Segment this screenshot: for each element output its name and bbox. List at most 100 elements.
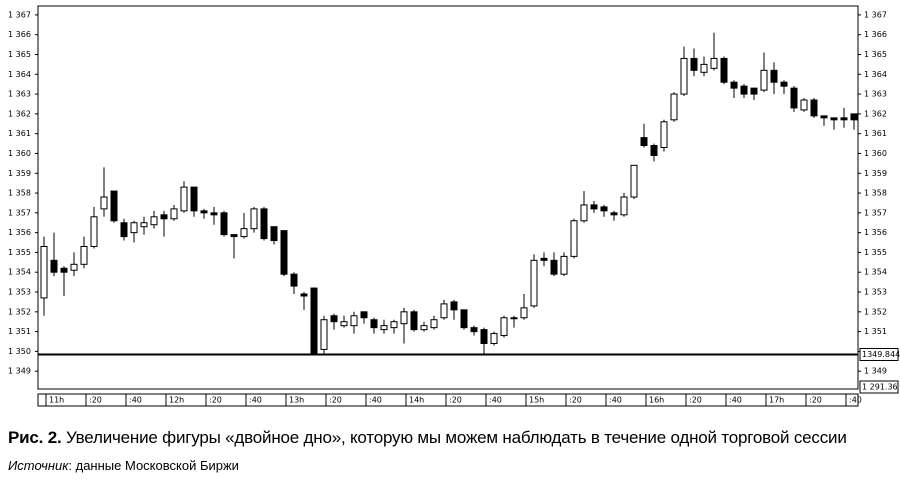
candle-body [660,121,668,149]
y-tick-label: 1 359 [8,169,31,178]
caption: Рис. 2. Увеличение фигуры «двойное дно»,… [8,428,847,448]
candle-body [40,245,48,299]
y-tick-label-right: 1 361 [864,129,887,138]
candle-body [700,63,708,73]
candle-body [740,85,748,95]
x-tick-label: 13h [289,396,304,405]
level-label-box [859,347,899,361]
candle-body [810,99,818,117]
y-tick-label-right: 1 362 [864,109,887,118]
candle-body [790,87,798,109]
y-tick-label-right: 1 364 [864,70,887,79]
candle-body [280,230,288,275]
annotation: 1 291.36 [862,383,898,392]
x-tick-label: :20 [209,396,222,405]
y-tick-label: 1 366 [8,30,31,39]
candle-body [510,317,518,320]
candle-body [70,263,78,271]
x-tick-label: :40 [849,396,862,405]
x-tick-label: :40 [369,396,382,405]
y-tick-label-right: 1 357 [864,208,887,217]
candle-body [160,214,168,220]
candle-body [380,325,388,331]
candle-body [720,57,728,83]
candle-body [690,57,698,71]
x-tick-label: :20 [689,396,702,405]
y-tick-label-right: 1 349 [864,367,887,376]
candle-body [460,309,468,329]
y-tick-label-right: 1 367 [864,10,887,19]
x-tick-label: :20 [449,396,462,405]
candle-body [350,315,358,327]
x-tick-label: :20 [809,396,822,405]
y-tick-label: 1 355 [8,248,31,257]
candle-body [710,57,718,69]
candle-body [390,321,398,329]
candle-body [840,117,848,121]
candle-body [550,259,558,275]
candle-body [270,226,278,242]
candle-body [520,307,528,319]
candle-body [410,311,418,331]
candle-body [140,222,148,228]
x-tick-label: :20 [89,396,102,405]
candle-body [780,81,788,87]
y-tick-label-right: 1 356 [864,228,887,237]
y-tick-label: 1 349 [8,367,31,376]
y-tick-label: 1 361 [8,129,31,138]
candle-body [530,259,538,307]
candle-body [470,327,478,333]
x-tick-label: 11h [49,396,64,405]
candle-body [650,145,658,156]
y-tick-label-right: 1 355 [864,248,887,257]
candle-body [820,115,828,119]
y-tick-label: 1 362 [8,109,31,118]
y-tick-label: 1 352 [8,307,31,316]
candle-body [400,311,408,325]
caption-text: Увеличение фигуры «двойное дно», которую… [66,428,847,447]
candle-body [100,196,108,210]
y-tick-label: 1 363 [8,90,31,99]
y-tick-label: 1 365 [8,50,31,59]
x-tick-label: :20 [569,396,582,405]
candle-body [300,293,308,297]
plot-frame [37,5,859,390]
candle-body [580,204,588,222]
candle-body [750,87,758,95]
candle-body [320,319,328,350]
y-tick-label: 1 357 [8,208,31,217]
candle-body [600,206,608,212]
caption-label: Рис. 2. [8,428,62,447]
y-tick-label-right: 1 365 [864,50,887,59]
candle-body [110,190,118,222]
y-tick-label-right: 1 353 [864,288,887,297]
candle-body [560,255,568,275]
annotation-box [859,380,899,394]
y-tick-label-right: 1 351 [864,327,887,336]
candle-body [570,220,578,257]
y-tick-label: 1 354 [8,268,31,277]
y-tick-label: 1 358 [8,189,31,198]
candle-body [670,93,678,121]
x-tick-label: 12h [169,396,184,405]
level-label: 1349.844 [862,350,900,359]
x-tick-label: 14h [409,396,424,405]
candle-body [420,325,428,331]
candle-body [450,301,458,311]
y-tick-label: 1 350 [8,347,31,356]
candle-body [260,208,268,240]
candle-body [480,329,488,344]
candle-body [500,317,508,337]
candle-body [130,222,138,234]
y-tick-label-right: 1 354 [864,268,887,277]
candle-body [370,319,378,329]
candle-body [680,57,688,95]
y-tick-label: 1 351 [8,327,31,336]
y-tick-label-right: 1 363 [864,90,887,99]
candle-body [830,117,838,121]
source: Источник: данные Московской Биржи [8,458,239,473]
x-tick-label: 15h [529,396,544,405]
candle-body [630,164,638,198]
candle-body [640,137,648,147]
